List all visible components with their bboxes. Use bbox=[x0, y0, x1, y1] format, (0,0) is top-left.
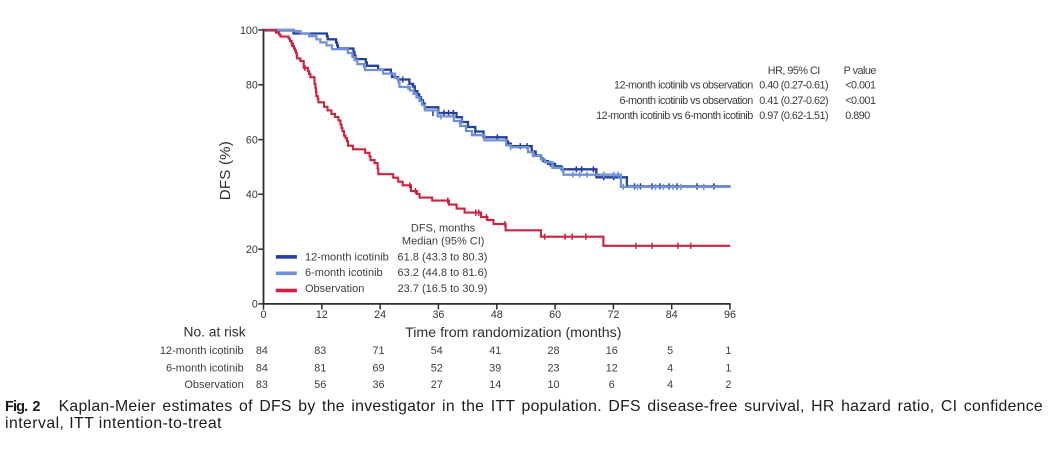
svg-text:0.97 (0.62-1.51): 0.97 (0.62-1.51) bbox=[759, 110, 828, 122]
svg-text:36: 36 bbox=[372, 379, 384, 391]
svg-text:12: 12 bbox=[606, 363, 618, 375]
svg-text:Observation: Observation bbox=[184, 379, 243, 391]
svg-text:36: 36 bbox=[432, 309, 444, 321]
svg-text:81: 81 bbox=[314, 363, 326, 375]
svg-text:52: 52 bbox=[431, 363, 443, 375]
svg-text:60: 60 bbox=[549, 309, 561, 321]
svg-text:54: 54 bbox=[431, 345, 443, 357]
svg-text:72: 72 bbox=[607, 309, 619, 321]
svg-text:6-month icotinib: 6-month icotinib bbox=[305, 267, 383, 279]
svg-text:Observation: Observation bbox=[305, 283, 364, 295]
svg-text:12-month icotinib vs observati: 12-month icotinib vs observation bbox=[614, 80, 753, 92]
svg-text:39: 39 bbox=[489, 363, 501, 375]
svg-text:69: 69 bbox=[372, 363, 384, 375]
svg-text:84: 84 bbox=[256, 345, 268, 357]
svg-text:60: 60 bbox=[246, 134, 258, 146]
svg-text:0.890: 0.890 bbox=[845, 110, 870, 122]
svg-text:10: 10 bbox=[547, 379, 559, 391]
svg-text:DFS (%): DFS (%) bbox=[217, 141, 234, 200]
svg-text:0: 0 bbox=[252, 299, 258, 311]
svg-text:Time from randomization (month: Time from randomization (months) bbox=[405, 325, 621, 341]
svg-text:5: 5 bbox=[667, 345, 673, 357]
svg-text:No. at risk: No. at risk bbox=[184, 324, 246, 339]
svg-text:P value: P value bbox=[844, 65, 877, 77]
svg-text:23.7 (16.5 to 30.9): 23.7 (16.5 to 30.9) bbox=[398, 283, 488, 295]
svg-text:84: 84 bbox=[256, 363, 268, 375]
svg-text:40: 40 bbox=[246, 189, 258, 201]
svg-text:<0.001: <0.001 bbox=[845, 95, 876, 107]
svg-text:4: 4 bbox=[667, 379, 673, 391]
svg-text:1: 1 bbox=[725, 363, 731, 375]
svg-text:28: 28 bbox=[547, 345, 559, 357]
svg-text:12-month icotinib: 12-month icotinib bbox=[160, 345, 244, 357]
svg-text:6-month icotinib vs observatio: 6-month icotinib vs observation bbox=[619, 95, 753, 107]
svg-text:6: 6 bbox=[609, 379, 615, 391]
svg-text:71: 71 bbox=[372, 345, 384, 357]
svg-text:12: 12 bbox=[316, 309, 328, 321]
svg-text:0: 0 bbox=[261, 309, 267, 321]
svg-text:84: 84 bbox=[666, 309, 678, 321]
svg-text:Median (95% CI): Median (95% CI) bbox=[402, 235, 485, 247]
svg-text:41: 41 bbox=[489, 345, 501, 357]
svg-text:2: 2 bbox=[725, 379, 731, 391]
svg-text:1: 1 bbox=[725, 345, 731, 357]
svg-text:61.8 (43.3 to 80.3): 61.8 (43.3 to 80.3) bbox=[398, 251, 488, 263]
svg-text:96: 96 bbox=[724, 309, 736, 321]
svg-text:14: 14 bbox=[489, 379, 501, 391]
svg-text:63.2 (44.8 to 81.6): 63.2 (44.8 to 81.6) bbox=[398, 267, 488, 279]
svg-text:56: 56 bbox=[314, 379, 326, 391]
svg-text:12-month icotinib vs 6-month i: 12-month icotinib vs 6-month icotinib bbox=[596, 110, 753, 122]
svg-text:24: 24 bbox=[374, 309, 386, 321]
svg-text:23: 23 bbox=[547, 363, 559, 375]
svg-text:16: 16 bbox=[606, 345, 618, 357]
svg-text:<0.001: <0.001 bbox=[845, 80, 876, 92]
svg-text:12-month icotinib: 12-month icotinib bbox=[305, 251, 389, 263]
svg-text:HR, 95% CI: HR, 95% CI bbox=[768, 65, 820, 77]
svg-text:27: 27 bbox=[431, 379, 443, 391]
svg-text:6-month icotinib: 6-month icotinib bbox=[166, 363, 244, 375]
svg-text:20: 20 bbox=[246, 244, 258, 256]
svg-text:4: 4 bbox=[667, 363, 673, 375]
svg-text:DFS, months: DFS, months bbox=[411, 222, 476, 234]
svg-text:83: 83 bbox=[314, 345, 326, 357]
svg-text:0.41 (0.27-0.62): 0.41 (0.27-0.62) bbox=[759, 95, 828, 107]
svg-text:80: 80 bbox=[246, 80, 258, 92]
svg-text:100: 100 bbox=[240, 25, 258, 37]
svg-text:83: 83 bbox=[256, 379, 268, 391]
svg-text:0.40 (0.27-0.61): 0.40 (0.27-0.61) bbox=[759, 80, 828, 92]
svg-text:48: 48 bbox=[491, 309, 503, 321]
